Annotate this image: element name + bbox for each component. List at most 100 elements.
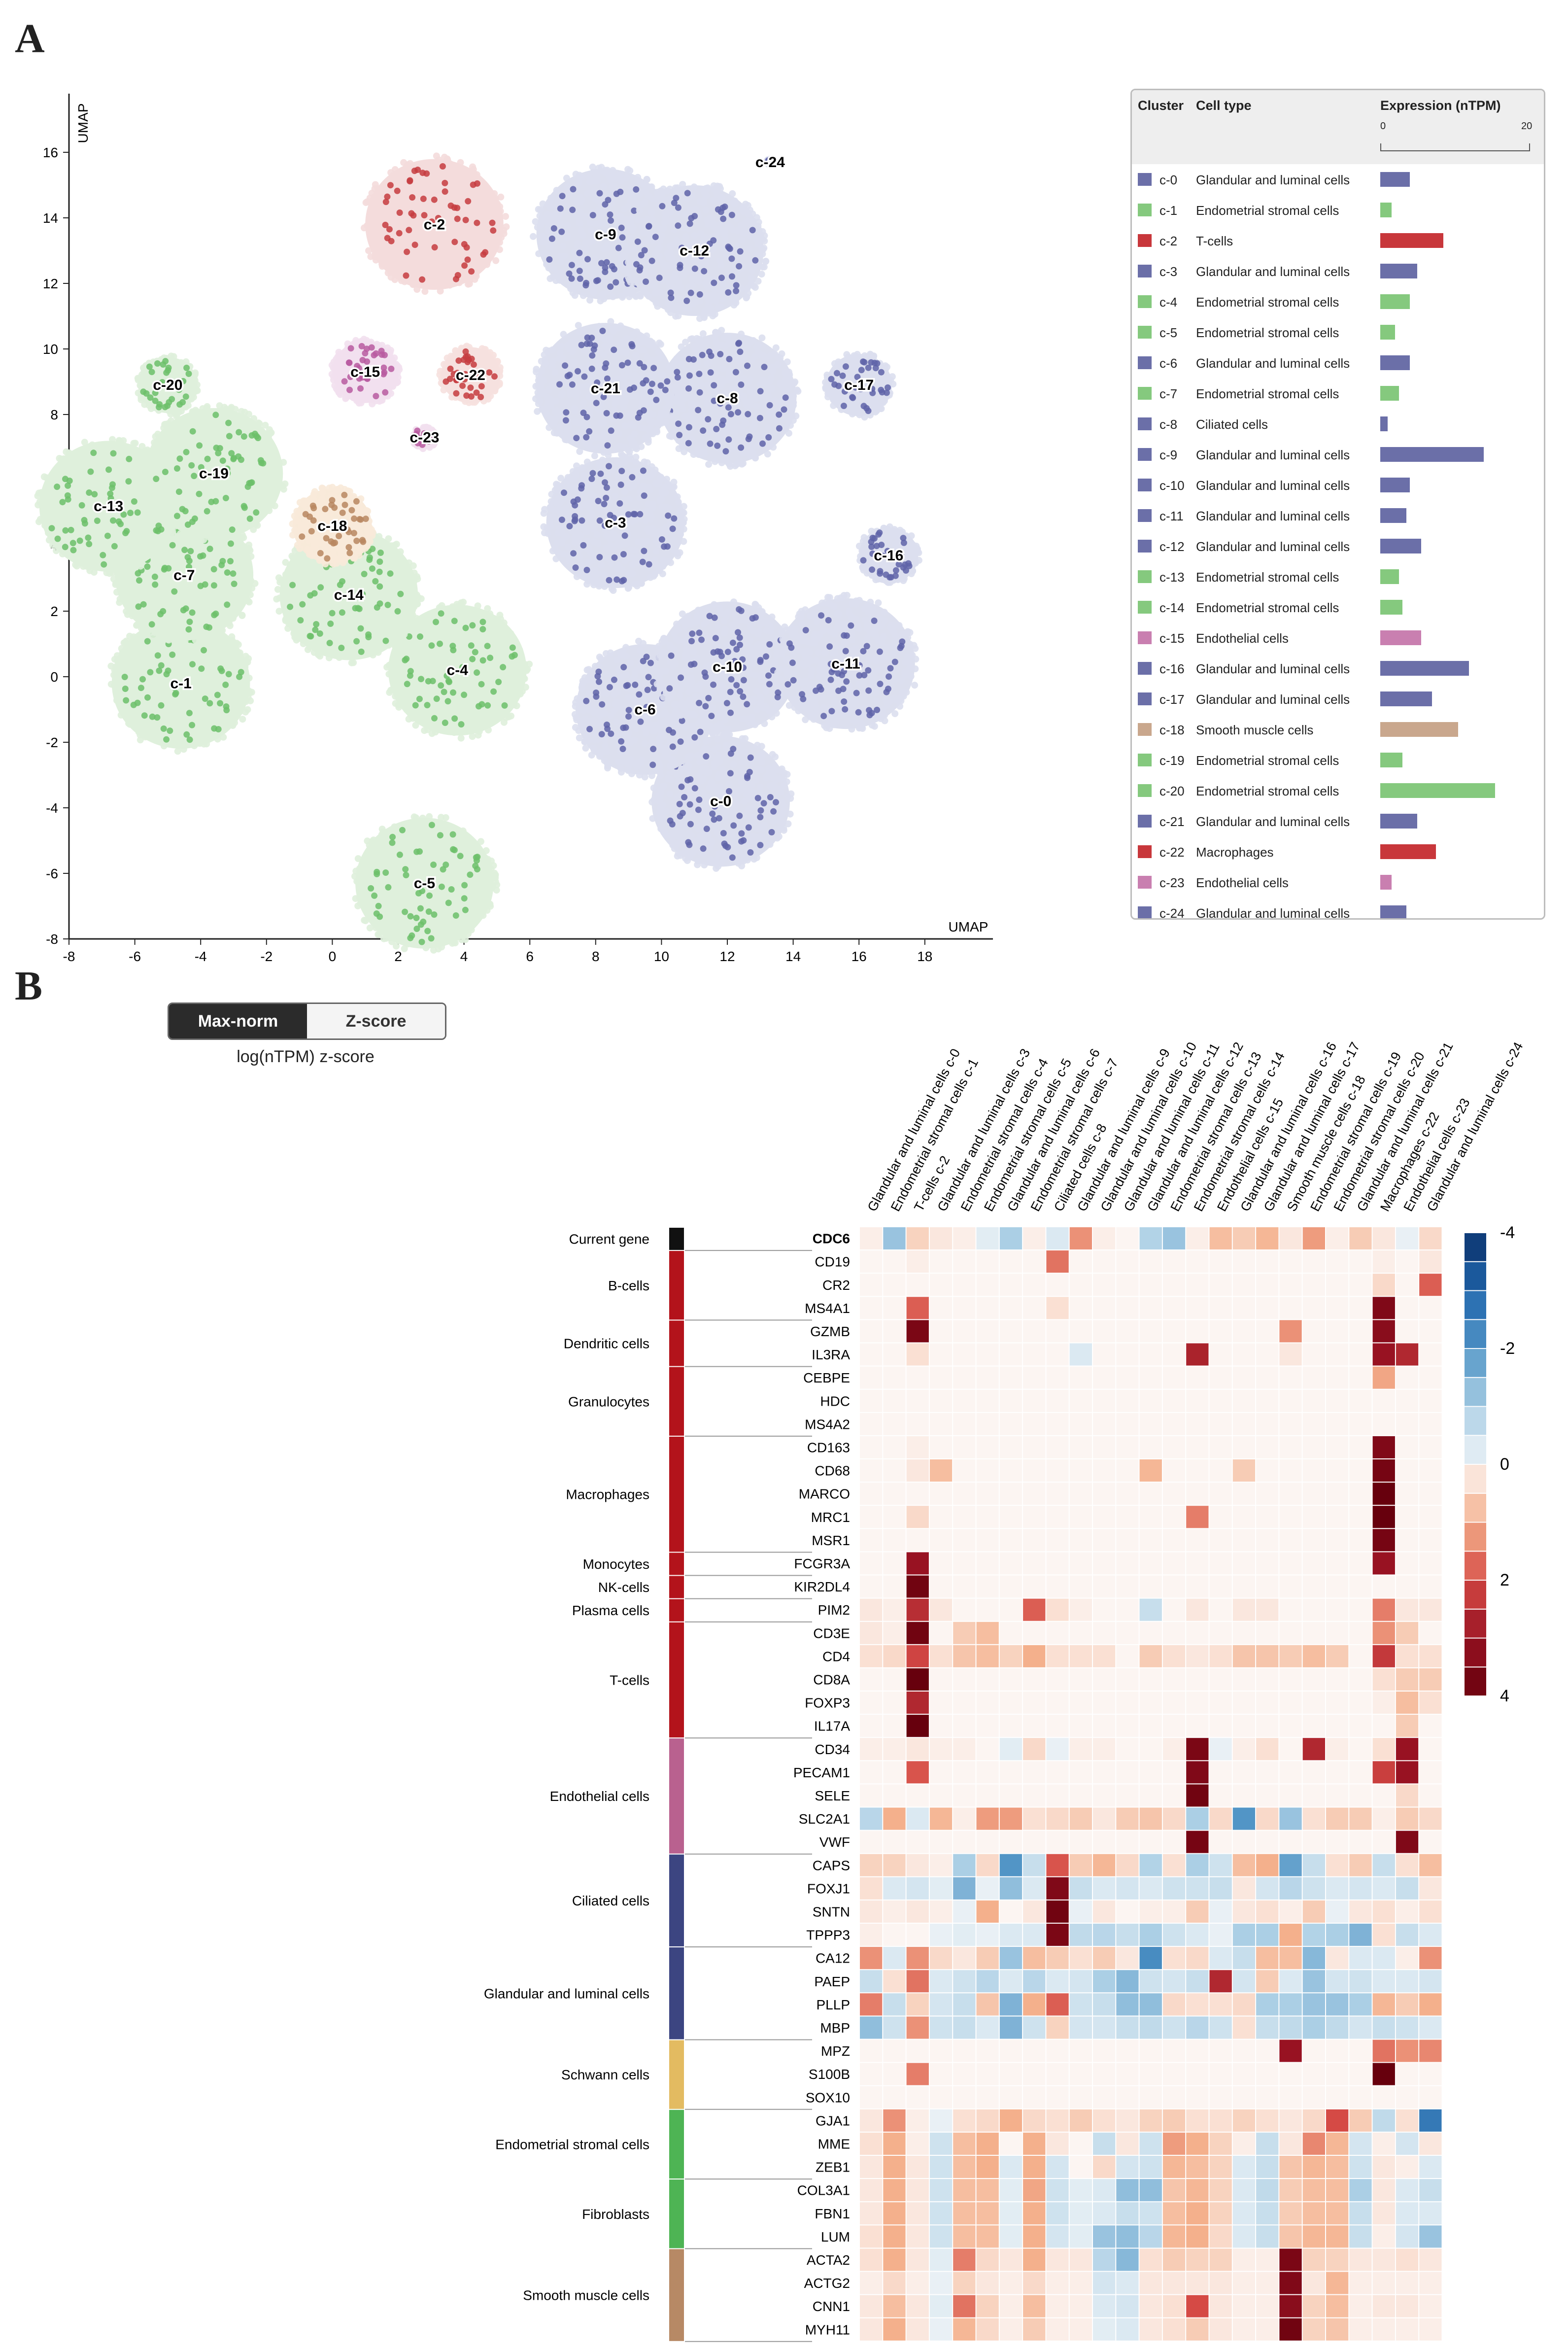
umap-point-expressing	[457, 853, 464, 860]
umap-point-expressing	[558, 517, 565, 523]
umap-point-expressing	[424, 928, 431, 934]
umap-point-expressing	[736, 812, 743, 819]
umap-point	[474, 609, 481, 616]
umap-point-expressing	[501, 702, 508, 709]
umap-point	[473, 273, 480, 280]
umap-point	[174, 748, 181, 755]
umap-y-tick-label: 14	[43, 210, 58, 226]
umap-point	[632, 547, 639, 554]
umap-point-expressing	[645, 674, 652, 681]
umap-point-expressing	[561, 489, 567, 496]
umap-point	[415, 654, 423, 661]
umap-point-expressing	[597, 470, 604, 477]
umap-point-expressing	[621, 532, 628, 539]
umap-point	[490, 862, 497, 869]
umap-point	[452, 881, 459, 888]
umap-point-expressing	[479, 619, 486, 625]
umap-point	[114, 652, 121, 659]
umap-point	[777, 381, 784, 388]
umap-point	[598, 561, 605, 569]
umap-point	[439, 872, 446, 880]
umap-point	[716, 849, 723, 857]
umap-point	[613, 701, 620, 709]
umap-y-label: UMAP	[75, 104, 91, 143]
umap-point	[161, 547, 169, 554]
umap-point-expressing	[686, 372, 693, 379]
umap-point-expressing	[595, 668, 602, 675]
umap-point	[644, 525, 651, 533]
umap-point-expressing	[469, 656, 476, 662]
umap-point	[458, 845, 465, 853]
umap-point	[146, 675, 153, 682]
umap-point	[518, 673, 526, 681]
umap-point	[700, 448, 708, 455]
umap-point	[687, 411, 695, 418]
umap-point	[170, 660, 178, 668]
umap-point	[394, 888, 401, 896]
umap-point-expressing	[641, 548, 648, 554]
umap-point	[390, 910, 398, 917]
umap-point-expressing	[737, 348, 744, 355]
umap-point	[754, 826, 761, 833]
umap-point	[747, 376, 754, 383]
umap-point	[461, 609, 469, 616]
umap-point	[216, 599, 223, 606]
umap-point	[732, 753, 740, 760]
umap-point	[784, 820, 792, 828]
umap-point	[466, 888, 473, 896]
umap-point-expressing	[500, 664, 507, 671]
umap-point	[239, 716, 246, 723]
umap-point	[381, 836, 389, 843]
umap-point	[490, 671, 497, 679]
umap-point	[179, 690, 187, 697]
umap-point	[423, 689, 431, 696]
umap-point	[741, 748, 749, 756]
umap-point	[643, 175, 650, 183]
umap-point	[141, 733, 149, 741]
umap-point	[361, 917, 368, 924]
umap-point-expressing	[596, 190, 603, 197]
umap-point	[455, 695, 462, 702]
umap-point	[392, 692, 399, 700]
umap-point	[481, 887, 489, 895]
cluster-c-2	[361, 152, 510, 295]
umap-point	[604, 472, 611, 479]
umap-point	[652, 537, 660, 544]
umap-point	[462, 698, 469, 705]
umap-point	[425, 622, 432, 629]
umap-point-expressing	[189, 661, 196, 668]
umap-point	[556, 506, 563, 513]
umap-point-expressing	[570, 186, 577, 193]
umap-point-expressing	[181, 547, 188, 553]
umap-point	[673, 771, 681, 779]
umap-point	[675, 510, 682, 518]
umap-point	[229, 721, 236, 728]
umap-point	[386, 934, 394, 941]
umap-point-expressing	[685, 424, 692, 431]
umap-point-expressing	[618, 224, 625, 231]
umap-point-expressing	[677, 738, 684, 745]
umap-point	[179, 639, 186, 646]
umap-point	[552, 277, 560, 284]
umap-point-expressing	[625, 713, 632, 720]
umap-point-expressing	[169, 651, 176, 658]
umap-point-expressing	[607, 211, 614, 218]
umap-point-expressing	[606, 577, 613, 584]
umap-point	[718, 835, 726, 842]
umap-point	[535, 250, 543, 257]
umap-point	[765, 800, 772, 807]
umap-point-expressing	[478, 701, 485, 708]
umap-point	[366, 924, 374, 932]
umap-point	[572, 724, 579, 731]
umap-point-expressing	[664, 543, 671, 550]
umap-point	[136, 714, 143, 722]
umap-point-expressing	[157, 611, 164, 618]
umap-point-expressing	[754, 795, 761, 801]
umap-point	[774, 834, 781, 842]
umap-point	[696, 758, 703, 765]
umap-point	[700, 804, 708, 811]
umap-point	[157, 618, 165, 625]
umap-point	[420, 163, 428, 170]
umap-point	[704, 746, 711, 753]
umap-point	[659, 815, 667, 823]
